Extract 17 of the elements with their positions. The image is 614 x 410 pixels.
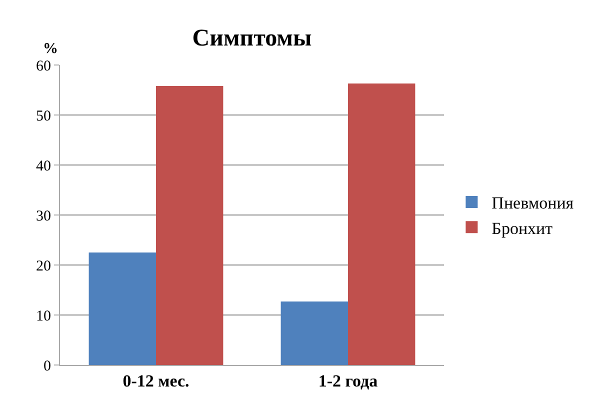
legend-label: Бронхит — [492, 218, 554, 238]
y-tick-label: 50 — [36, 108, 51, 124]
legend-label: Пневмония — [492, 194, 574, 213]
bar — [348, 84, 416, 365]
bar — [156, 86, 224, 365]
y-tick-label: 40 — [36, 158, 51, 174]
y-tick-label: 60 — [36, 58, 51, 74]
x-tick-label: 0-12 мес. — [122, 371, 190, 390]
y-tick-label: 0 — [44, 358, 51, 374]
y-tick-label: 20 — [36, 258, 51, 274]
bar — [280, 302, 348, 365]
y-tick-label: 10 — [36, 308, 51, 324]
chart-title: Симптомы — [192, 26, 312, 52]
y-tick-label: 30 — [36, 208, 51, 224]
bar — [88, 252, 156, 365]
y-axis-title: % — [43, 41, 58, 57]
x-tick-label: 1-2 года — [318, 371, 378, 390]
